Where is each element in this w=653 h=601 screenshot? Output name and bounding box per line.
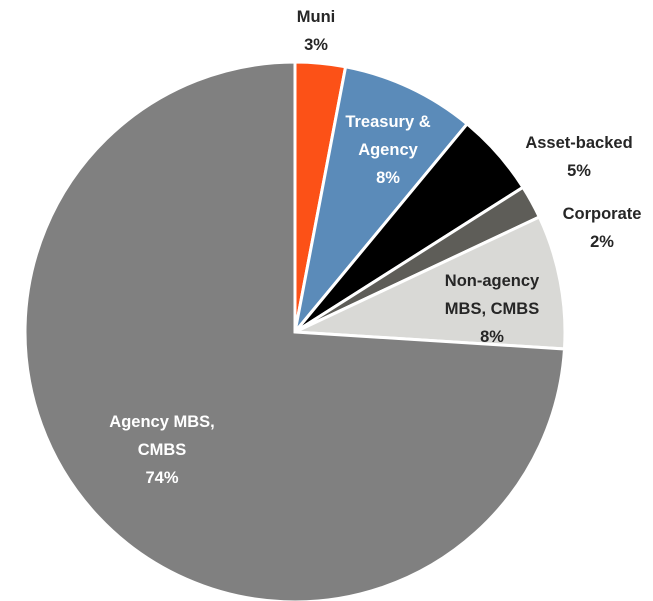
pie-slice [293, 65, 470, 333]
slice-label: Agency MBS, CMBS 74% [87, 408, 237, 492]
slice-name: Asset-backed [525, 134, 633, 152]
slice-name: Agency MBS, CMBS [109, 413, 215, 459]
slice-value-label: 74% [145, 469, 179, 487]
slice-name: Non-agency MBS, CMBS [444, 272, 540, 318]
slice-label: Corporate 2% [542, 200, 653, 256]
pie-slice [294, 215, 567, 351]
pie-slice [23, 60, 567, 601]
slice-label: Asset-backed 5% [499, 129, 653, 185]
slice-label: Non-agency MBS, CMBS 8% [430, 267, 554, 351]
slice-value-label: 8% [376, 169, 400, 187]
slice-label: Treasury & Agency 8% [332, 108, 444, 192]
slice-value-label: 5% [567, 162, 591, 180]
slice-label: Muni 3% [256, 3, 376, 59]
slice-value-label: 8% [480, 328, 504, 346]
slice-value-label: 3% [304, 36, 328, 54]
slice-name: Muni [296, 8, 336, 26]
slice-name: Corporate [562, 205, 642, 223]
slice-value-label: 2% [590, 233, 614, 251]
slice-name: Treasury & Agency [345, 113, 431, 159]
